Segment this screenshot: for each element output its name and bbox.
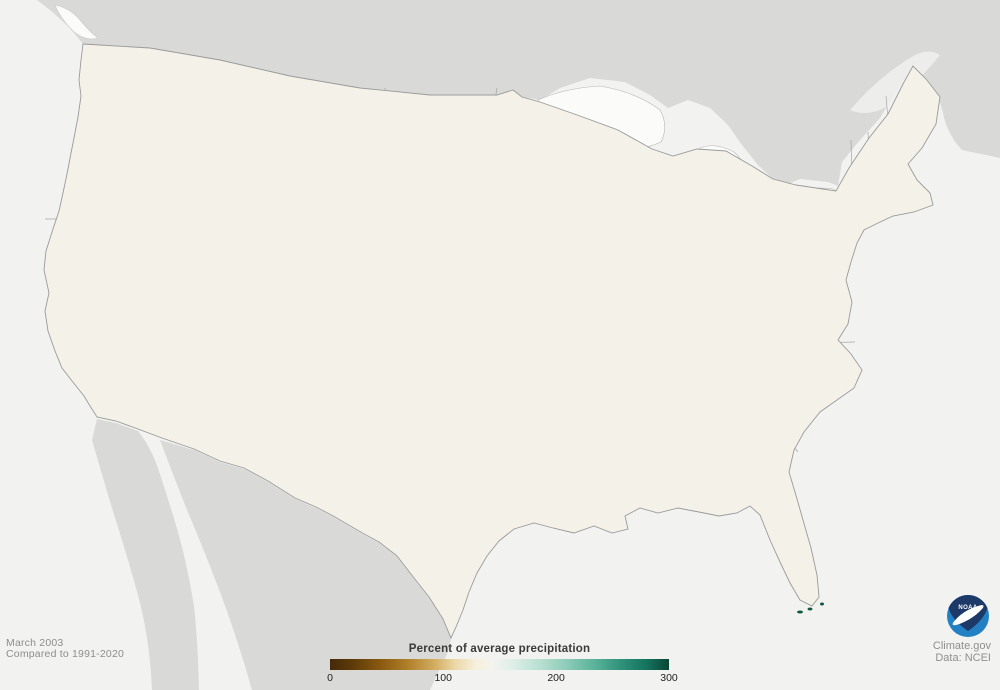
legend-tick: 100 [434,672,452,684]
florida-keys [797,602,824,614]
baseline-label: Compared to 1991-2020 [6,647,125,660]
vancouver-island [54,4,99,40]
site-label: Climate.gov [932,640,991,652]
legend-title: Percent of average precipitation [408,643,591,655]
legend-tick: 200 [547,672,565,684]
noaa-logo-text: NOAA [958,605,978,611]
map-date-label: March 2003 Compared to 1991-2020 [6,638,124,659]
legend-colorbar [330,659,669,670]
canada-landmass [37,0,1000,186]
mexico-landmass [160,440,451,690]
baja-california-landmass [92,419,199,690]
legend: Percent of average precipitation 0 100 2… [327,643,678,684]
canada-white-patch [850,51,940,114]
period-label: March 2003 [6,637,64,649]
legend-tick: 0 [327,672,333,684]
seagull-icon [952,605,984,626]
legend-tick: 300 [660,672,678,684]
data-source-label: Data: NCEI [935,651,991,664]
legend-ticks: 0 100 200 300 [327,672,678,684]
noaa-logo: NOAA [947,595,989,637]
attribution: Climate.gov Data: NCEI [932,640,991,664]
